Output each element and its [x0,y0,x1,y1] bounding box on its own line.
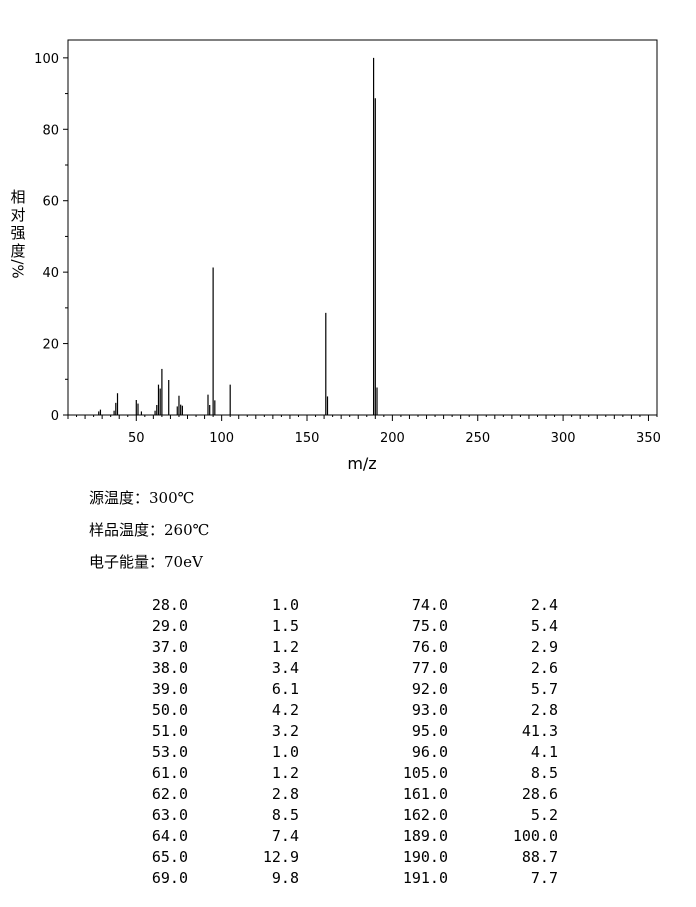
mz-value: 50.0 [151,701,188,719]
mz-value: 190.0 [402,848,448,866]
intensity-value: 88.7 [521,848,558,866]
intensity-value: 41.3 [521,722,558,740]
y-axis-label-char: 强 [10,224,26,242]
x-tick-label: 150 [295,431,320,446]
mz-value: 105.0 [402,764,448,782]
x-tick-label: 250 [465,431,490,446]
mz-value: 191.0 [402,869,448,887]
intensity-value: 2.9 [530,638,558,656]
intensity-value: 2.4 [530,596,558,614]
y-axis-label-char: 相 [10,188,26,206]
mz-value: 61.0 [151,764,188,782]
intensity-value: 7.7 [530,869,558,887]
y-axis-label-char: 对 [10,206,26,224]
x-tick-label: 200 [380,431,405,446]
intensity-value: 5.4 [530,617,558,635]
x-tick-label: 100 [209,431,234,446]
intensity-value: 9.8 [271,869,299,887]
mz-value: 53.0 [151,743,188,761]
x-tick-label: 300 [551,431,576,446]
table-row: 51.0 3.2 95.0 41.3 [0,722,696,743]
intensity-value: 2.6 [530,659,558,677]
intensity-value: 5.7 [530,680,558,698]
y-axis-label: 相 对 强 度 /% [8,188,28,279]
mz-value: 69.0 [151,869,188,887]
intensity-value: 4.2 [271,701,299,719]
mz-value: 28.0 [151,596,188,614]
mz-value: 189.0 [402,827,448,845]
y-axis-ticks: 0 20 40 60 80 100 [34,52,68,424]
x-axis-ticks: 50 100 150 200 250 300 350 [67,415,661,446]
mz-value: 76.0 [411,638,448,656]
x-tick-label: 50 [128,431,145,446]
mz-value: 65.0 [151,848,188,866]
mz-value: 63.0 [151,806,188,824]
mz-value: 77.0 [411,659,448,677]
mz-value: 162.0 [402,806,448,824]
mass-spectrum-chart: 0 20 40 60 80 100 50 100 150 200 250 300 350 m/z [34,39,661,473]
table-row: 28.0 1.0 74.0 2.4 [0,596,696,617]
intensity-value: 28.6 [521,785,558,803]
intensity-value: 4.1 [530,743,558,761]
mz-value: 96.0 [411,743,448,761]
mz-value: 38.0 [151,659,188,677]
table-row: 29.0 1.5 75.0 5.4 [0,617,696,638]
intensity-value: 1.0 [271,596,299,614]
table-row: 63.0 8.5 162.0 5.2 [0,806,696,827]
intensity-value: 1.2 [271,764,299,782]
mz-value: 51.0 [151,722,188,740]
intensity-value: 3.2 [271,722,299,740]
intensity-value: 1.5 [271,617,299,635]
mz-value: 62.0 [151,785,188,803]
y-axis-label-char: /% [9,259,27,279]
x-tick-label: 350 [636,431,661,446]
electron-energy: 电子能量：70eV [89,553,203,571]
intensity-value: 1.0 [271,743,299,761]
intensity-value: 100.0 [512,827,558,845]
intensity-value: 3.4 [271,659,299,677]
y-tick-label: 0 [51,409,59,424]
intensity-value: 2.8 [271,785,299,803]
intensity-value: 8.5 [530,764,558,782]
table-row: 69.0 9.8 191.0 7.7 [0,869,696,890]
plot-frame [67,39,658,416]
mz-value: 93.0 [411,701,448,719]
table-row: 62.0 2.8 161.0 28.6 [0,785,696,806]
intensity-value: 5.2 [530,806,558,824]
mz-value: 29.0 [151,617,188,635]
mz-value: 64.0 [151,827,188,845]
table-row: 50.0 4.2 93.0 2.8 [0,701,696,722]
mz-value: 39.0 [151,680,188,698]
mz-value: 74.0 [411,596,448,614]
x-axis-label: m/z [347,454,376,473]
table-row: 37.0 1.2 76.0 2.9 [0,638,696,659]
y-tick-label: 40 [42,266,59,281]
table-row: 39.0 6.1 92.0 5.7 [0,680,696,701]
table-row: 53.0 1.0 96.0 4.1 [0,743,696,764]
table-row: 65.0 12.9 190.0 88.7 [0,848,696,869]
mz-value: 161.0 [402,785,448,803]
mz-value: 95.0 [411,722,448,740]
mz-value: 37.0 [151,638,188,656]
intensity-value: 6.1 [271,680,299,698]
table-row: 61.0 1.2 105.0 8.5 [0,764,696,785]
y-axis-label-char: 度 [10,242,26,260]
spectrum-peaks [98,57,378,415]
mz-value: 75.0 [411,617,448,635]
intensity-value: 8.5 [271,806,299,824]
intensity-value: 1.2 [271,638,299,656]
intensity-value: 12.9 [262,848,299,866]
table-row: 64.0 7.4 189.0 100.0 [0,827,696,848]
y-tick-label: 60 [42,195,59,210]
source-temperature: 源温度：300℃ [89,489,195,507]
y-tick-label: 20 [42,338,59,353]
table-row: 38.0 3.4 77.0 2.6 [0,659,696,680]
intensity-value: 7.4 [271,827,299,845]
intensity-value: 2.8 [530,701,558,719]
y-tick-label: 80 [42,123,59,138]
peak-table: 28.0 1.0 74.0 2.4 29.0 1.5 75.0 5.4 37.0 1.2 76.0 2… [0,596,696,890]
mz-value: 92.0 [411,680,448,698]
y-tick-label: 100 [34,52,59,67]
sample-temperature: 样品温度：260℃ [89,521,210,539]
